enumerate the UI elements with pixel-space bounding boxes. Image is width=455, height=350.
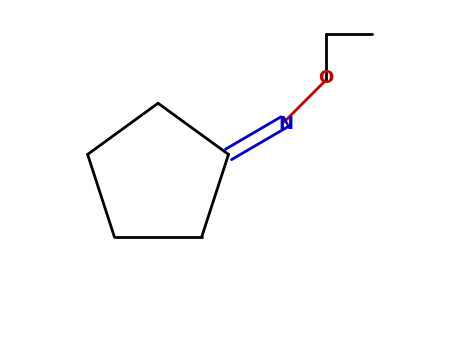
- Text: O: O: [318, 69, 334, 87]
- Text: N: N: [279, 116, 294, 133]
